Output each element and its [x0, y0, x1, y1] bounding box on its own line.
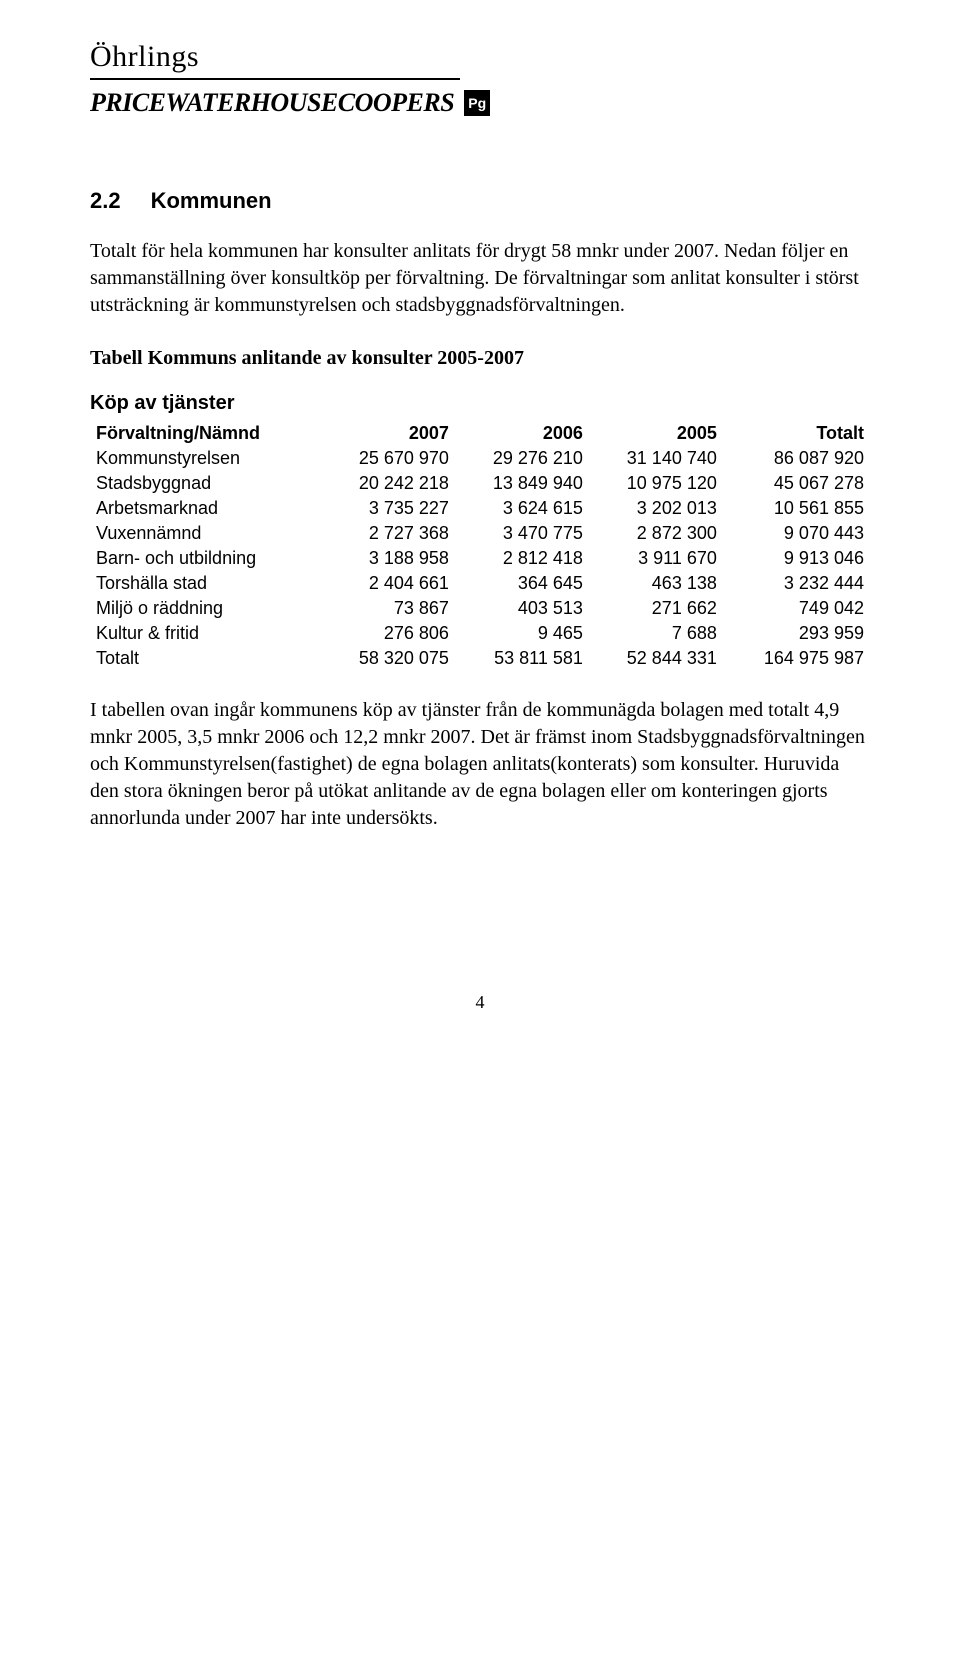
cell: Kultur & fritid — [90, 621, 321, 646]
table-caption: Tabell Kommuns anlitande av konsulter 20… — [90, 347, 870, 370]
intro-paragraph: Totalt för hela kommunen har konsulter a… — [90, 238, 870, 319]
cell: 29 276 210 — [455, 446, 589, 471]
cell: 164 975 987 — [723, 646, 870, 671]
cell: Kommunstyrelsen — [90, 446, 321, 471]
cell: 3 232 444 — [723, 571, 870, 596]
closing-paragraph: I tabellen ovan ingår kommunens köp av t… — [90, 697, 870, 832]
cell: 45 067 278 — [723, 471, 870, 496]
cell: 403 513 — [455, 596, 589, 621]
cell: 31 140 740 — [589, 446, 723, 471]
company-logo: Öhrlings PRICEWATERHOUSECOOPERS Pg — [90, 40, 870, 118]
table-header-row: Förvaltning/Nämnd 2007 2006 2005 Totalt — [90, 421, 870, 446]
cell: Vuxennämnd — [90, 521, 321, 546]
data-table: Förvaltning/Nämnd 2007 2006 2005 Totalt … — [90, 421, 870, 671]
table-row: Torshälla stad 2 404 661 364 645 463 138… — [90, 571, 870, 596]
cell: 9 465 — [455, 621, 589, 646]
cell: 58 320 075 — [321, 646, 455, 671]
col-header: Förvaltning/Nämnd — [90, 421, 321, 446]
section-number: 2.2 — [90, 188, 121, 214]
table-body: Kommunstyrelsen 25 670 970 29 276 210 31… — [90, 446, 870, 671]
cell: 2 404 661 — [321, 571, 455, 596]
cell: 749 042 — [723, 596, 870, 621]
col-header: 2006 — [455, 421, 589, 446]
cell: 52 844 331 — [589, 646, 723, 671]
cell: 271 662 — [589, 596, 723, 621]
logo-bottom-line: PRICEWATERHOUSECOOPERS — [90, 88, 454, 118]
cell: 13 849 940 — [455, 471, 589, 496]
logo-bottom-row: PRICEWATERHOUSECOOPERS Pg — [90, 88, 870, 118]
col-header: 2007 — [321, 421, 455, 446]
section-title: Kommunen — [151, 188, 272, 214]
cell: 276 806 — [321, 621, 455, 646]
cell: 3 735 227 — [321, 496, 455, 521]
table-row: Stadsbyggnad 20 242 218 13 849 940 10 97… — [90, 471, 870, 496]
cell: 10 975 120 — [589, 471, 723, 496]
logo-divider — [90, 78, 460, 80]
cell: Stadsbyggnad — [90, 471, 321, 496]
section-heading: 2.2 Kommunen — [90, 188, 870, 214]
cell: 2 812 418 — [455, 546, 589, 571]
cell: 463 138 — [589, 571, 723, 596]
logo-top-line: Öhrlings — [90, 40, 870, 74]
table-row: Totalt 58 320 075 53 811 581 52 844 331 … — [90, 646, 870, 671]
cell: Totalt — [90, 646, 321, 671]
table-row: Barn- och utbildning 3 188 958 2 812 418… — [90, 546, 870, 571]
cell: 9 913 046 — [723, 546, 870, 571]
cell: 73 867 — [321, 596, 455, 621]
cell: 53 811 581 — [455, 646, 589, 671]
cell: Barn- och utbildning — [90, 546, 321, 571]
col-header: Totalt — [723, 421, 870, 446]
table-title: Köp av tjänster — [90, 392, 870, 415]
table-row: Vuxennämnd 2 727 368 3 470 775 2 872 300… — [90, 521, 870, 546]
cell: 86 087 920 — [723, 446, 870, 471]
cell: 20 242 218 — [321, 471, 455, 496]
table-row: Kommunstyrelsen 25 670 970 29 276 210 31… — [90, 446, 870, 471]
cell: 10 561 855 — [723, 496, 870, 521]
cell: 293 959 — [723, 621, 870, 646]
table-row: Miljö o räddning 73 867 403 513 271 662 … — [90, 596, 870, 621]
cell: 25 670 970 — [321, 446, 455, 471]
cell: 3 202 013 — [589, 496, 723, 521]
logo-badge-icon: Pg — [464, 90, 490, 116]
cell: Torshälla stad — [90, 571, 321, 596]
page-number: 4 — [90, 992, 870, 1013]
document-page: Öhrlings PRICEWATERHOUSECOOPERS Pg 2.2 K… — [0, 0, 960, 1073]
cell: 2 727 368 — [321, 521, 455, 546]
cell: 7 688 — [589, 621, 723, 646]
table-row: Arbetsmarknad 3 735 227 3 624 615 3 202 … — [90, 496, 870, 521]
col-header: 2005 — [589, 421, 723, 446]
cell: 9 070 443 — [723, 521, 870, 546]
cell: 3 188 958 — [321, 546, 455, 571]
cell: Arbetsmarknad — [90, 496, 321, 521]
cell: 364 645 — [455, 571, 589, 596]
cell: Miljö o räddning — [90, 596, 321, 621]
cell: 3 470 775 — [455, 521, 589, 546]
cell: 2 872 300 — [589, 521, 723, 546]
table-row: Kultur & fritid 276 806 9 465 7 688 293 … — [90, 621, 870, 646]
cell: 3 624 615 — [455, 496, 589, 521]
cell: 3 911 670 — [589, 546, 723, 571]
